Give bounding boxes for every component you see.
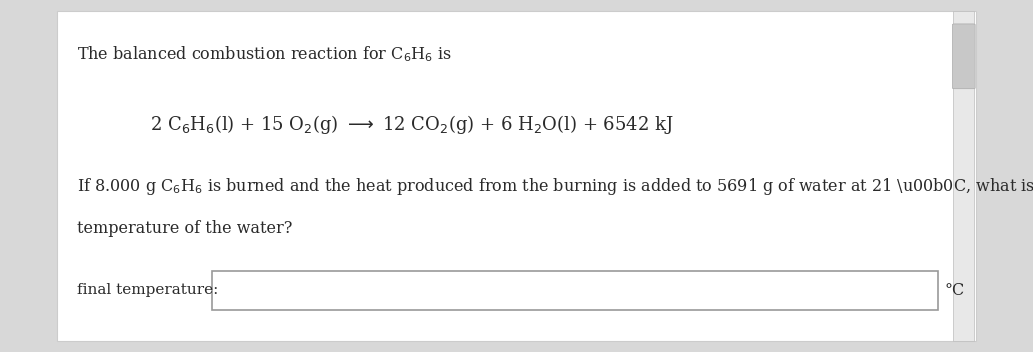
Text: The balanced combustion reaction for C$_6$H$_6$ is: The balanced combustion reaction for C$_… bbox=[77, 44, 452, 64]
Text: °C: °C bbox=[944, 282, 965, 299]
Text: If 8.000 g C$_6$H$_6$ is burned and the heat produced from the burning is added : If 8.000 g C$_6$H$_6$ is burned and the … bbox=[77, 176, 1033, 197]
Text: temperature of the water?: temperature of the water? bbox=[77, 220, 292, 237]
Text: 2 C$_6$H$_6$(l) + 15 O$_2$(g) $\longrightarrow$ 12 CO$_2$(g) + 6 H$_2$O(l) + 654: 2 C$_6$H$_6$(l) + 15 O$_2$(g) $\longrigh… bbox=[150, 113, 674, 136]
Text: final temperature:: final temperature: bbox=[77, 283, 219, 297]
